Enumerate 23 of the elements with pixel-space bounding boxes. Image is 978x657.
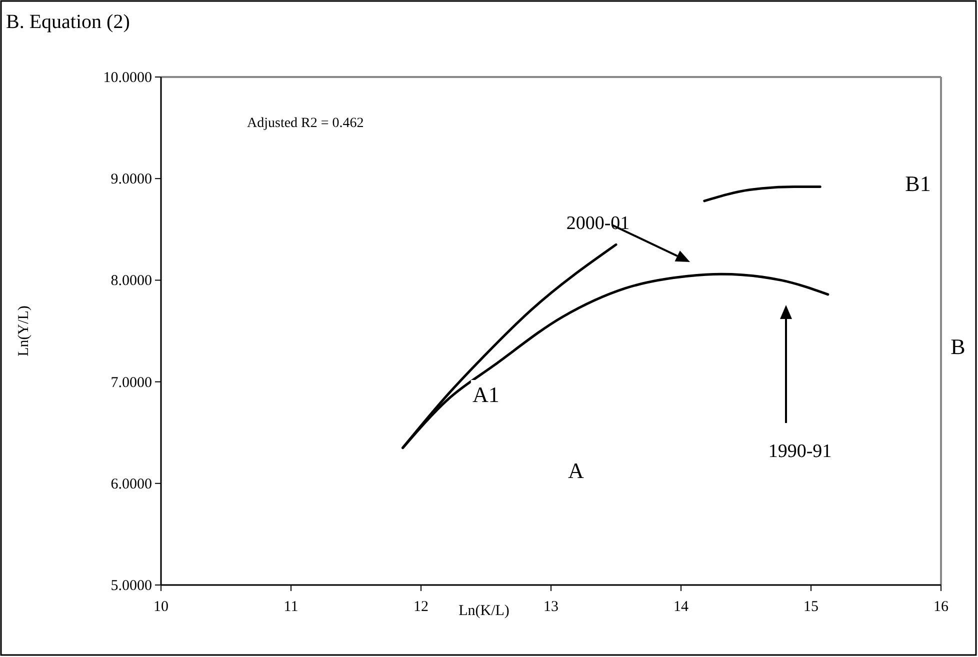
x-tick-label: 14 bbox=[674, 599, 689, 615]
x-tick-label: 11 bbox=[284, 599, 298, 615]
y-tick-label: 9.0000 bbox=[110, 172, 152, 188]
annotation: 1990-91 bbox=[768, 441, 832, 462]
x-tick-label: 12 bbox=[414, 599, 428, 615]
y-tick-label: 5.0000 bbox=[110, 578, 152, 594]
chart-title: B. Equation (2) bbox=[6, 11, 130, 33]
x-tick-label: 10 bbox=[154, 599, 168, 615]
x-tick-label: 13 bbox=[544, 599, 558, 615]
text: B bbox=[950, 334, 966, 359]
x-axis-title: Ln(K/L) bbox=[458, 603, 510, 619]
annotation: Adjusted R2 = 0.462 bbox=[247, 116, 364, 131]
annotation: B1 bbox=[905, 171, 931, 196]
x-tick-label: 15 bbox=[804, 599, 818, 615]
annotation: 2000-01 bbox=[566, 213, 630, 234]
y-tick-label: 7.0000 bbox=[110, 374, 152, 391]
annotation: A1 bbox=[472, 382, 500, 407]
y-axis-title: Ln(Y/L) bbox=[16, 306, 32, 356]
annotation: A bbox=[568, 458, 584, 483]
y-tick-label: 8.0000 bbox=[110, 273, 152, 290]
y-tick-label: 6.0000 bbox=[110, 476, 152, 492]
x-tick-label: 16 bbox=[934, 599, 949, 615]
y-tick-label: 10.0000 bbox=[103, 70, 152, 86]
